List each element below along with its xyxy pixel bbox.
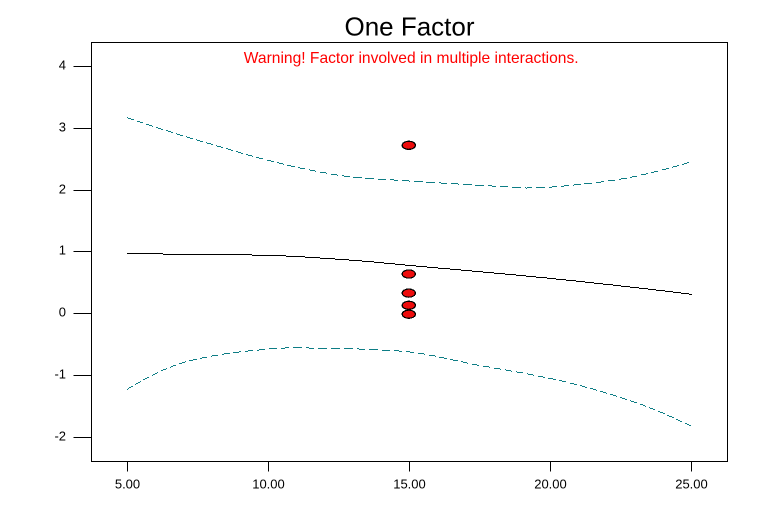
- svg-text:-2: -2: [54, 428, 66, 443]
- svg-text:10.00: 10.00: [252, 477, 285, 492]
- svg-text:15.00: 15.00: [393, 477, 426, 492]
- svg-text:4: 4: [59, 57, 66, 72]
- svg-text:20.00: 20.00: [534, 477, 567, 492]
- svg-text:5.00: 5.00: [115, 477, 140, 492]
- svg-text:0: 0: [59, 304, 66, 319]
- svg-text:3: 3: [59, 119, 66, 134]
- svg-text:Warning! Factor involved in mu: Warning! Factor involved in multiple int…: [244, 50, 579, 67]
- svg-text:1: 1: [59, 242, 66, 257]
- svg-text:One Factor: One Factor: [344, 11, 474, 41]
- svg-text:-1: -1: [54, 366, 66, 381]
- svg-text:25.00: 25.00: [675, 477, 708, 492]
- svg-text:2: 2: [59, 181, 66, 196]
